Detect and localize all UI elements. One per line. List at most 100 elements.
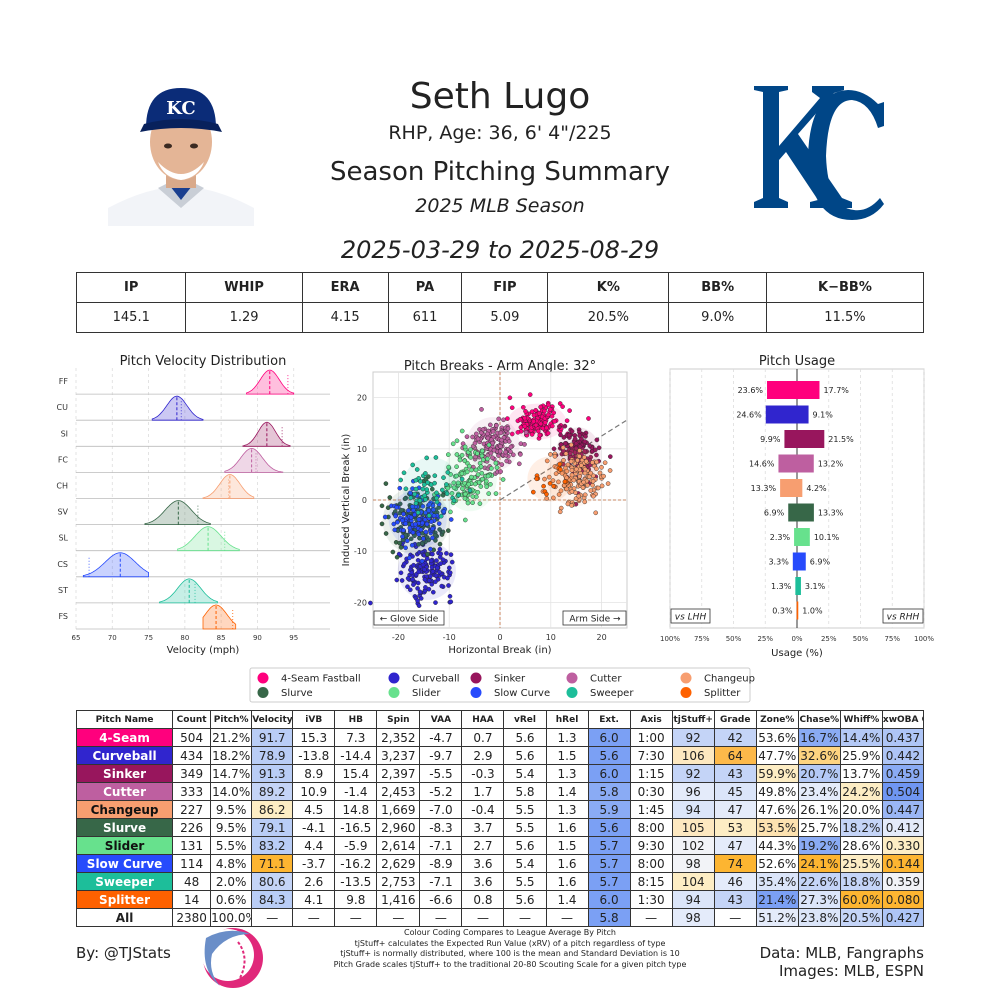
pitch-stat-cell: 1.6: [545, 818, 589, 837]
pitch-stat-cell: 7.3: [334, 728, 378, 747]
velocity-tick-label: 70: [108, 634, 117, 642]
pitch-stat-cell: —: [545, 908, 589, 927]
pitch-stat-cell: 47.7%: [755, 746, 799, 765]
stat-header: BB%: [668, 272, 767, 303]
pitch-stat-cell: —: [376, 908, 421, 927]
pitch-point-CU: [409, 570, 415, 576]
usage-label-lhh: 13.3%: [751, 484, 777, 493]
pitch-point-FC: [479, 407, 484, 412]
legend-label: Changeup: [704, 674, 755, 685]
pitch-point-CH: [594, 466, 599, 472]
pitch-point-ST: [444, 491, 450, 497]
pitch-point-CS: [395, 519, 400, 525]
pitch-point-FS: [551, 483, 556, 489]
velocity-row-label: FF: [59, 377, 69, 386]
vs-lhh-box: [670, 608, 711, 624]
pitch-point-ST: [459, 476, 465, 482]
pitch-stat-cell: 49.8%: [755, 782, 799, 801]
pitch-point-CU: [411, 582, 416, 587]
pitch-stat-cell: 4.8%: [210, 854, 253, 873]
pitch-stat-cell: 0.080: [881, 890, 925, 909]
pitch-stat-cell: 6.0: [587, 764, 631, 783]
pitch-stat-cell: 28.6%: [839, 836, 883, 855]
pitch-point-CS: [420, 503, 426, 509]
pitch-point-CU: [422, 567, 427, 572]
pitch-point-SV: [379, 503, 385, 509]
pitch-stat-cell: 1:30: [629, 890, 673, 909]
tjstats-logo: [202, 928, 263, 988]
pitch-stat-cell: 47: [713, 836, 757, 855]
pitch-point-CH: [588, 488, 594, 493]
pitch-point-FS: [534, 476, 540, 482]
usage-label-rhh: 9.1%: [813, 411, 834, 420]
pitch-point-CH: [602, 460, 608, 466]
pitch-point-CS: [448, 517, 454, 522]
pitch-point-ST: [434, 499, 440, 505]
pitch-stat-cell: -8.3: [419, 818, 463, 837]
pitch-point-CU: [423, 585, 428, 590]
pitch-stat-cell: 8:15: [629, 872, 673, 891]
usage-bar-lhh-FF: [767, 381, 797, 399]
pitch-point-SI: [557, 424, 562, 429]
pitch-stat-cell: 14.0%: [210, 782, 253, 801]
stat-header: FIP: [461, 272, 549, 303]
usage-label-lhh: 1.3%: [771, 582, 792, 591]
pitch-stat-cell: 91.3: [251, 764, 294, 783]
pitch-point-CS: [410, 530, 416, 535]
pitch-point-CS: [394, 504, 400, 510]
pitch-point-SI: [561, 435, 567, 440]
pitch-stat-cell: 53.6%: [755, 728, 799, 747]
pitch-name-cell: Sweeper: [75, 872, 174, 891]
pitch-stat-cell: 0.8: [461, 890, 505, 909]
pitch-point-ST: [418, 479, 423, 484]
pitch-stat-cell: -0.3: [461, 764, 505, 783]
velocity-density-FS: [202, 604, 237, 630]
pitch-stat-cell: -7.1: [419, 872, 463, 891]
pitch-usage-chart: Pitch Usage 100% 75% 50% 25% 0% 25% 50% 75% 100% 2…: [660, 354, 934, 659]
pitch-row: Changeup 227 9.5% 86.2 4.5 14.8 1,669 -7.0 -0.4 5…: [75, 800, 925, 819]
legend-label: Curveball: [412, 674, 460, 685]
pitch-stat-cell: 226: [172, 818, 212, 837]
pitch-point-CU: [430, 589, 436, 595]
legend-marker-CH: [680, 672, 692, 684]
pitch-point-CU: [449, 559, 455, 565]
pitch-stat-cell: -4.1: [292, 818, 336, 837]
pitch-stat-cell: 1.5: [545, 836, 589, 855]
pitch-point-FC: [501, 417, 506, 423]
pitch-point-CU: [417, 589, 423, 595]
pitch-stat-cell: 434: [172, 746, 212, 765]
pitch-point-CS: [403, 521, 409, 527]
pitch-point-ST: [403, 486, 409, 492]
pitch-point-FF: [537, 432, 543, 438]
pitch-point-CU: [416, 569, 421, 575]
pitch-stat-cell: 23.4%: [797, 782, 841, 801]
velocity-tick-label: 95: [289, 634, 298, 642]
pitch-point-SV: [398, 545, 404, 550]
pitch-stat-cell: 2,753: [376, 872, 421, 891]
pitch-point-SL: [470, 500, 475, 506]
velocity-tick-label: 90: [253, 634, 262, 642]
pitch-point-SI: [608, 454, 613, 459]
pitch-stat-cell: 3.7: [461, 818, 505, 837]
pitch-row: Curveball 434 18.2% 78.9 -13.8 -14.4 3,237 -9.7…: [75, 746, 925, 765]
pitch-point-CS: [391, 521, 397, 527]
legend-marker-SV: [257, 687, 269, 698]
pitch-stat-cell: 22.6%: [797, 872, 841, 891]
pitch-stat-cell: 18.2%: [210, 746, 253, 765]
stat-value: 20.5%: [547, 302, 670, 333]
pitch-column-header: Whiff%: [839, 710, 883, 729]
legend-label: Splitter: [704, 688, 741, 699]
pitch-point-CS: [427, 501, 432, 507]
pitch-point-FF: [542, 408, 547, 414]
pitch-point-FS: [544, 491, 549, 497]
arm-side-label: Arm Side →: [569, 615, 621, 625]
pitch-point-CU: [433, 573, 439, 578]
breaks-y-tick-label: 10: [357, 445, 367, 454]
pitch-point-CU: [407, 587, 413, 593]
pitch-name-cell: Slider: [75, 836, 174, 855]
pitch-point-CS: [423, 510, 428, 516]
pitch-point-ST: [414, 467, 420, 472]
pitch-stat-cell: 1,669: [376, 800, 421, 819]
velocity-row-label: CU: [57, 403, 69, 412]
pitch-point-FC: [518, 452, 523, 457]
